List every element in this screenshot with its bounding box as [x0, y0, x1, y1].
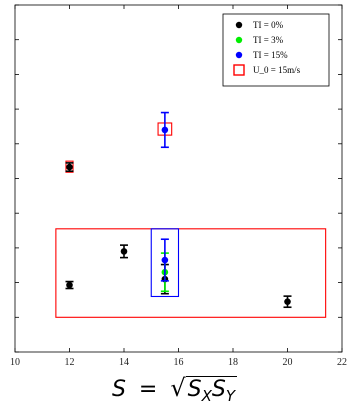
- formula-s2: S: [211, 377, 226, 402]
- highlight-box-2: [55, 228, 327, 318]
- formula-sub1: X: [201, 387, 212, 405]
- x-tick-label: 16: [174, 357, 184, 368]
- highlight-box-0: [65, 160, 74, 173]
- legend: TI = 0% TI = 3% TI = 15% U_0 = 15m/s: [222, 13, 330, 87]
- series-0-point-2: [120, 248, 128, 255]
- scatter-chart: 10 12 14 16 18 20 22 TI = 0% TI = 3% TI = 15% U_0…: [10, 4, 347, 368]
- legend-label-1: TI = 3%: [253, 35, 284, 45]
- data-points: [65, 111, 292, 309]
- legend-label-3: U_0 = 15m/s: [253, 65, 301, 75]
- series-2-point-1: [161, 256, 169, 264]
- series-2-point-0: [161, 126, 169, 134]
- formula-sub2: Y: [225, 387, 236, 405]
- x-tick-label: 10: [10, 357, 20, 368]
- legend-marker-0: [235, 21, 243, 29]
- chart-axes: 10 12 14 16 18 20 22: [10, 4, 347, 368]
- x-tick-label: 14: [119, 357, 129, 368]
- highlight-boxes: [55, 122, 327, 318]
- series-0-point-1: [66, 281, 73, 289]
- series-0-point-4: [284, 298, 291, 305]
- highlight-box-3: [150, 228, 180, 298]
- formula-s1: S: [187, 377, 202, 402]
- legend-marker-1: [235, 36, 243, 44]
- formula: S = √SXSY: [0, 374, 349, 414]
- formula-radical: √: [170, 374, 186, 402]
- formula-lhs: S: [111, 377, 126, 402]
- legend-marker-3: [233, 64, 245, 76]
- formula-equals: =: [138, 377, 158, 402]
- x-tick-label: 20: [283, 357, 293, 368]
- formula-radicand: SXSY: [185, 376, 238, 409]
- series-0-point-0: [66, 163, 73, 171]
- legend-marker-2: [235, 51, 243, 59]
- x-tick-label: 22: [337, 357, 347, 368]
- legend-label-0: TI = 0%: [253, 20, 284, 30]
- x-tick-label: 12: [65, 357, 75, 368]
- legend-label-2: TI = 15%: [253, 50, 288, 60]
- x-tick-label: 18: [228, 357, 238, 368]
